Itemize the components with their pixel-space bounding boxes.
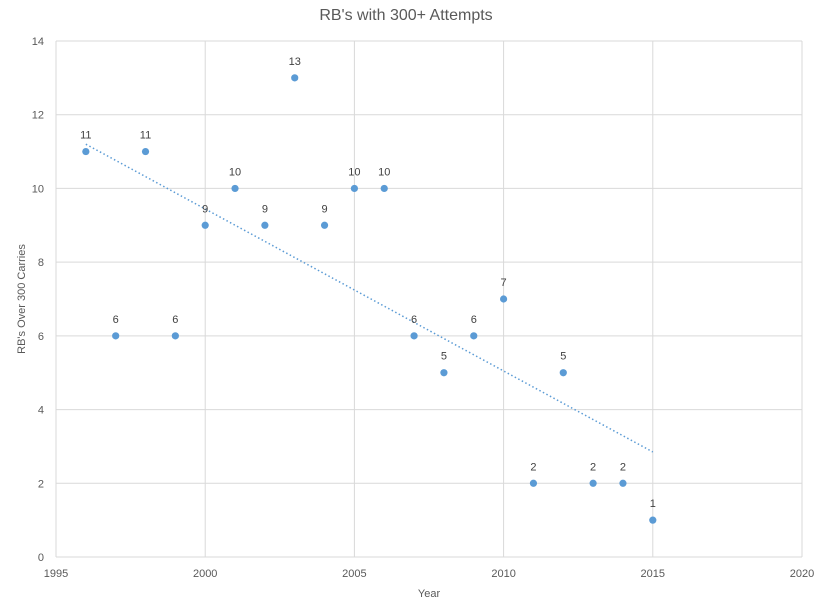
data-point-2006 — [380, 184, 388, 193]
data-label-2008: 5 — [441, 351, 447, 363]
data-label-2014: 2 — [620, 461, 626, 473]
y-tick-label-4: 4 — [38, 405, 44, 417]
data-label-2004: 9 — [321, 203, 327, 215]
trendline-layer — [85, 143, 654, 453]
y-tick-label-6: 6 — [38, 331, 44, 343]
data-point-2011 — [529, 479, 538, 487]
data-label-2006: 10 — [378, 166, 390, 178]
y-tick-label-12: 12 — [32, 110, 44, 122]
data-point-2007 — [410, 332, 418, 340]
x-tick-label-2010: 2010 — [491, 568, 515, 580]
data-point-2012 — [559, 369, 567, 377]
chart-title: RB's with 300+ Attempts — [319, 7, 492, 24]
y-tick-label-14: 14 — [32, 36, 44, 48]
data-label-1999: 6 — [172, 314, 178, 326]
data-point-1999 — [171, 332, 179, 340]
x-tick-label-2005: 2005 — [342, 568, 366, 580]
data-label-2010: 7 — [501, 277, 507, 289]
data-point-2002 — [261, 221, 269, 229]
y-tick-label-8: 8 — [38, 257, 44, 269]
data-label-2015: 1 — [650, 498, 656, 510]
data-label-1998: 11 — [140, 130, 151, 142]
data-label-2003: 13 — [289, 56, 301, 68]
y-tick-label-0: 0 — [38, 552, 44, 564]
x-tick-label-2020: 2020 — [790, 568, 814, 580]
data-point-1998 — [141, 147, 150, 156]
data-label-2000: 9 — [202, 203, 208, 215]
data-point-2003 — [291, 74, 299, 82]
data-points — [82, 74, 657, 524]
data-label-2012: 5 — [560, 351, 566, 363]
x-tick-label-2000: 2000 — [193, 568, 217, 580]
y-tick-label-10: 10 — [32, 183, 44, 195]
data-point-1996 — [82, 147, 90, 156]
data-point-2009 — [470, 332, 478, 340]
data-label-2005: 10 — [348, 166, 360, 178]
x-tick-label-1995: 1995 — [44, 568, 68, 580]
data-label-2007: 6 — [411, 314, 417, 326]
grid-lines — [55, 40, 803, 558]
data-label-2011: 2 — [530, 461, 536, 473]
data-point-2005 — [350, 184, 358, 193]
data-point-2014 — [619, 479, 627, 487]
data-label-2001: 10 — [229, 166, 241, 178]
data-point-2000 — [201, 221, 209, 229]
data-label-2009: 6 — [471, 314, 477, 326]
data-point-1997 — [112, 332, 120, 340]
x-tick-label-2015: 2015 — [641, 568, 665, 580]
data-labels: 11 6 11 6 9 10 9 13 9 10 10 6 5 6 7 2 5 2 2 1 — [80, 56, 656, 510]
data-point-2010 — [500, 295, 508, 303]
data-point-2015 — [649, 516, 657, 524]
data-label-2002: 9 — [262, 203, 268, 215]
data-point-2004 — [320, 221, 329, 229]
data-label-1997: 6 — [113, 314, 119, 326]
y-axis-title: RB's Over 300 Carries — [16, 244, 28, 354]
y-tick-label-2: 2 — [38, 478, 44, 490]
data-label-2013: 2 — [590, 461, 596, 473]
linear-trendline — [85, 143, 654, 453]
data-point-2013 — [589, 479, 597, 487]
x-axis-title: Year — [418, 588, 441, 600]
data-point-2008 — [440, 369, 448, 377]
data-label-1996: 11 — [80, 130, 91, 142]
data-point-2001 — [231, 184, 239, 193]
